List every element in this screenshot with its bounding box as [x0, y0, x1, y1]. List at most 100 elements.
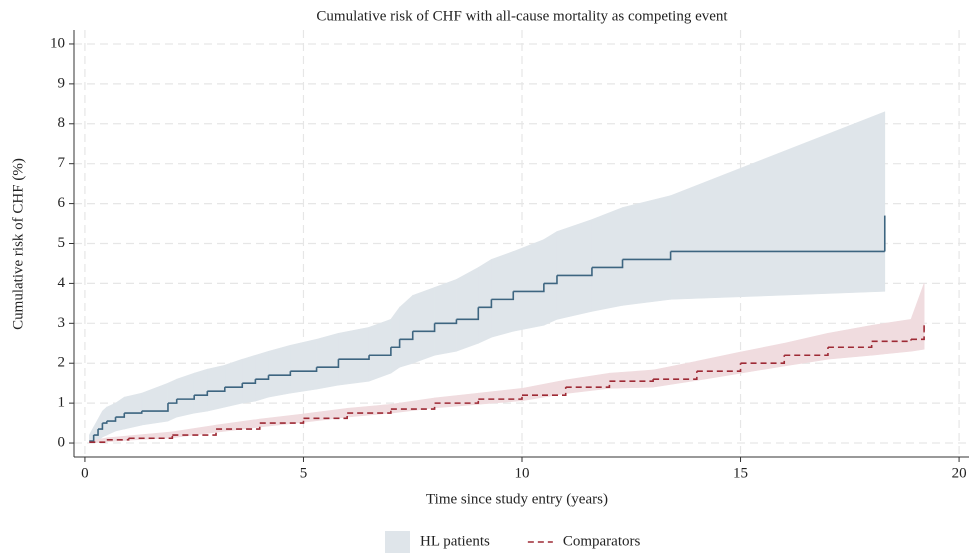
- step-segment: [696, 363, 742, 373]
- confidence-band: [241, 354, 256, 404]
- confidence-band: [316, 332, 339, 390]
- confidence-band: [346, 403, 392, 418]
- x-tick-label: 10: [515, 465, 530, 481]
- step-segment: [268, 371, 292, 376]
- confidence-band: [390, 397, 435, 414]
- confidence-band: [141, 382, 169, 426]
- step-segment: [456, 307, 480, 321]
- confidence-band: [556, 219, 593, 320]
- step-segment: [102, 421, 108, 424]
- y-tick-label: 10: [50, 35, 65, 51]
- confidence-band: [412, 286, 435, 364]
- confidence-band: [268, 344, 291, 398]
- y-tick-label: 4: [58, 275, 66, 291]
- step-segment: [399, 331, 414, 341]
- confidence-band: [477, 388, 523, 405]
- confidence-band: [871, 318, 912, 356]
- step-segment: [478, 395, 523, 400]
- chart-title: Cumulative risk of CHF with all-cause mo…: [316, 8, 728, 24]
- confidence-band: [543, 230, 558, 326]
- confidence-band: [609, 369, 654, 389]
- step-segment: [827, 341, 873, 349]
- step-segment: [390, 339, 401, 349]
- confidence-band: [910, 283, 925, 352]
- step-segment: [412, 323, 436, 333]
- confidence-band: [172, 424, 217, 439]
- confidence-band: [399, 294, 414, 368]
- step-segment: [167, 399, 178, 404]
- step-segment: [89, 439, 108, 444]
- y-tick-label: 1: [58, 395, 66, 411]
- step-segment: [871, 339, 912, 343]
- y-tick-label: 2: [58, 355, 66, 371]
- step-segment: [347, 409, 392, 414]
- confidence-band: [207, 364, 226, 412]
- step-segment: [369, 347, 392, 357]
- confidence-band: [670, 111, 886, 300]
- confidence-band: [106, 435, 129, 443]
- confidence-band: [783, 332, 829, 367]
- x-tick-label: 20: [952, 465, 967, 481]
- step-segment: [543, 275, 558, 285]
- confidence-band: [521, 379, 567, 402]
- step-segment: [556, 267, 593, 277]
- confidence-band: [565, 372, 610, 394]
- y-tick-label: 7: [58, 155, 66, 171]
- step-segment: [910, 331, 925, 341]
- step-segment: [591, 259, 624, 269]
- step-segment: [255, 375, 270, 380]
- step-segment: [478, 299, 493, 309]
- step-segment: [224, 383, 244, 388]
- confidence-band: [434, 392, 479, 409]
- confidence-band: [224, 358, 243, 408]
- step-segment: [89, 435, 95, 442]
- step-segment: [784, 347, 829, 357]
- x-axis-label: Time since study entry (years): [426, 491, 608, 507]
- legend: HL patients Comparators: [385, 531, 640, 553]
- confidence-band: [193, 368, 208, 414]
- y-tick-label: 3: [58, 315, 66, 331]
- step-segment: [194, 391, 209, 396]
- y-tick-label: 6: [58, 195, 66, 211]
- confidence-band: [259, 413, 304, 428]
- confidence-band: [215, 418, 261, 433]
- step-segment: [98, 423, 104, 430]
- y-axis-label: Cumulative risk of CHF (%): [10, 158, 26, 330]
- step-segment: [128, 435, 174, 440]
- step-segment: [565, 381, 611, 388]
- confidence-band: [115, 396, 125, 432]
- step-segment: [491, 291, 515, 301]
- confidence-band: [591, 207, 623, 312]
- confidence-band: [491, 251, 514, 338]
- confidence-band: [652, 360, 698, 388]
- y-tick-label: 8: [58, 115, 66, 131]
- confidence-band: [434, 278, 457, 356]
- confidence-band: [176, 372, 195, 418]
- confidence-band: [123, 392, 143, 430]
- y-tick-label: 0: [58, 434, 66, 450]
- confidence-band: [827, 324, 872, 360]
- x-tick-label: 0: [81, 465, 89, 481]
- confidence-band: [255, 350, 269, 402]
- x-tick-label: 15: [733, 465, 748, 481]
- step-segment: [290, 367, 318, 373]
- step-segment: [434, 399, 480, 404]
- step-segment: [259, 418, 305, 424]
- step-segment: [207, 387, 226, 392]
- step-segment: [522, 387, 567, 396]
- confidence-band: [477, 258, 492, 344]
- legend-label: Comparators: [563, 533, 641, 549]
- x-tick-label: 5: [300, 465, 308, 481]
- step-segment: [390, 403, 436, 410]
- confidence-band: [512, 239, 545, 332]
- step-segment: [434, 319, 458, 325]
- bands: [88, 111, 925, 444]
- y-tick-label: 9: [58, 75, 66, 91]
- step-segment: [141, 403, 169, 412]
- confidence-band: [390, 306, 400, 374]
- confidence-band: [368, 318, 392, 382]
- step-segment: [242, 379, 257, 384]
- step-segment: [513, 283, 545, 293]
- confidence-band: [696, 351, 741, 381]
